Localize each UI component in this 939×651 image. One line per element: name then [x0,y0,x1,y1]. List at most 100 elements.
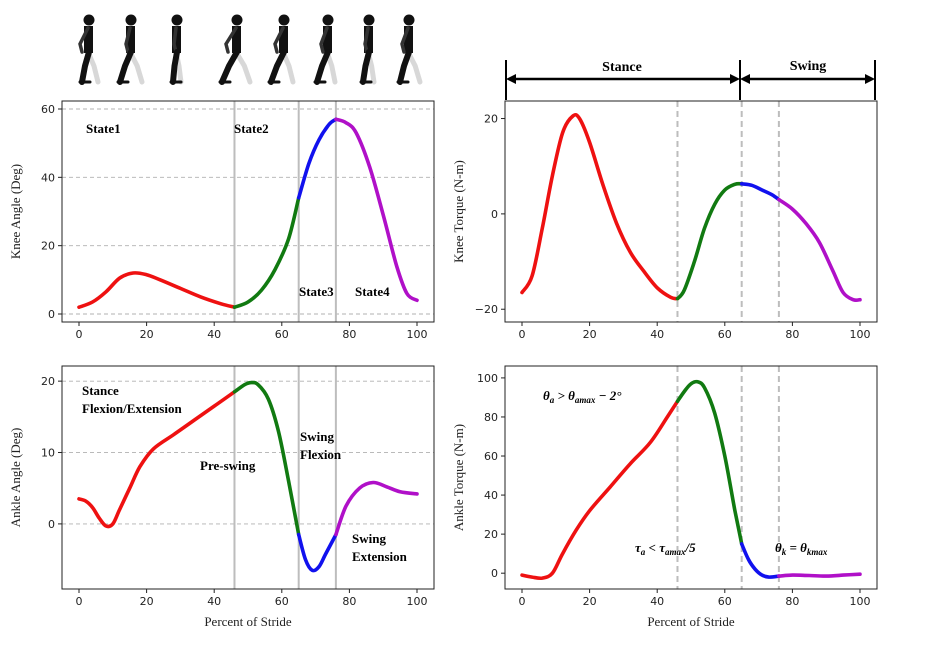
x-tick-label: 20 [583,595,597,608]
x-tick-label: 80 [785,328,799,341]
axes-frame [504,100,878,323]
series-line-state1 [77,271,237,309]
series-line-state2 [232,380,301,537]
condition-ankle-torque: τa < τamax/5 [635,540,696,557]
series-line-state2 [675,181,744,301]
series-line-state3 [739,542,781,579]
series-line-state4 [334,480,419,537]
walker-figure [169,14,184,85]
knee-torque-panel: 0 20 40 60 80 100 −20 0 20 Knee Torque (N-m) [451,100,878,341]
walker-figure [396,14,423,85]
x-tick-label: 60 [718,595,732,608]
x-tick-label: 40 [207,328,221,341]
stance-phase-label: Stance [82,383,119,398]
knee-angle-panel: 0 20 40 60 80 100 0 20 40 60 Knee Angle (Deg) [8,100,435,341]
x-tick-label: 100 [407,595,428,608]
x-tick-label: 60 [718,328,732,341]
ankle-angle-panel: 0 20 40 60 80 100 0 10 20 Ankle Angle (Deg) Percen… [8,365,435,629]
x-tick-label: 100 [850,595,871,608]
swing-arrow-head-left [740,74,750,84]
y-tick-label: 60 [484,450,498,463]
stance-arrow-head-right [730,74,740,84]
x-tick-label: 60 [275,328,289,341]
y-tick-label: 40 [484,489,498,502]
series-line-state1 [520,399,680,581]
x-tick-label: 0 [519,595,526,608]
swing-arrow-head-right [865,74,875,84]
y-tick-label: 0 [491,208,498,221]
x-tick-label: 80 [342,328,356,341]
y-tick-label: 80 [484,411,498,424]
series-line-state4 [334,117,419,303]
y-tick-label: 100 [477,372,498,385]
condition-ankle-angle: θa > θamax − 2° [543,388,622,405]
x-tick-label: 0 [519,328,526,341]
x-tick-label: 40 [650,595,664,608]
x-tick-label: 0 [76,595,83,608]
phase-bar: Stance Swing [505,59,876,100]
walker-figure [359,14,377,85]
y-tick-label: −20 [475,303,498,316]
y-tick-label: 0 [48,518,55,531]
swing-flexion-label-2: Flexion [300,447,342,462]
walker-figure [313,14,338,85]
y-tick-label: 0 [491,567,498,580]
y-tick-label: 20 [484,528,498,541]
x-tick-label: 40 [650,328,664,341]
condition-knee-angle: θk = θkmax [775,540,828,557]
x-axis-label: Percent of Stride [647,614,735,629]
stance-label: Stance [602,60,642,75]
y-axis-label: Ankle Angle (Deg) [8,428,23,528]
y-tick-label: 20 [41,240,55,253]
swing-flexion-label-1: Swing [300,429,334,444]
preswing-label: Pre-swing [200,458,256,473]
series-line-state4 [777,572,862,578]
stance-arrow-head-left [506,74,516,84]
x-tick-label: 20 [140,328,154,341]
series-line-state4 [777,197,862,303]
flexion-extension-label: Flexion/Extension [82,401,182,416]
x-tick-label: 40 [207,595,221,608]
x-tick-label: 20 [583,328,597,341]
y-tick-label: 60 [41,103,55,116]
ankle-torque-panel: 0 20 40 60 80 100 0 20 40 60 80 100 Ankle Torque (N-… [451,365,878,629]
y-axis-label: Knee Angle (Deg) [8,164,23,259]
walker-figure [116,14,145,85]
walker-figure [267,14,296,85]
series-line-state3 [739,182,781,202]
x-tick-label: 100 [850,328,871,341]
axes-frame [61,100,435,323]
x-tick-label: 60 [275,595,289,608]
walker-figure [218,14,253,85]
swing-extension-label-1: Swing [352,531,386,546]
x-tick-label: 80 [342,595,356,608]
walker-figure [78,14,101,85]
swing-label: Swing [790,59,827,74]
x-axis-label: Percent of Stride [204,614,292,629]
y-axis-label: Knee Torque (N-m) [451,160,466,263]
y-tick-label: 20 [41,375,55,388]
state1-label: State1 [86,121,121,136]
state4-label: State4 [355,284,390,299]
series-line-state1 [520,112,680,301]
x-tick-label: 80 [785,595,799,608]
series-line-state3 [296,117,338,200]
y-tick-label: 40 [41,171,55,184]
state2-label: State2 [234,121,269,136]
series-line-state2 [232,196,301,309]
walking-figures-illustration [78,14,423,85]
x-tick-label: 20 [140,595,154,608]
y-tick-label: 10 [41,447,55,460]
series-line-state1 [77,390,237,529]
x-tick-label: 0 [76,328,83,341]
axes-frame [61,365,435,590]
y-axis-label: Ankle Torque (N-m) [451,424,466,531]
axes-frame [504,365,878,590]
y-tick-label: 20 [484,113,498,126]
series-line-state2 [675,379,744,546]
state3-label: State3 [299,284,334,299]
x-tick-label: 100 [407,328,428,341]
series-line-state3 [296,532,338,573]
swing-extension-label-2: Extension [352,549,408,564]
